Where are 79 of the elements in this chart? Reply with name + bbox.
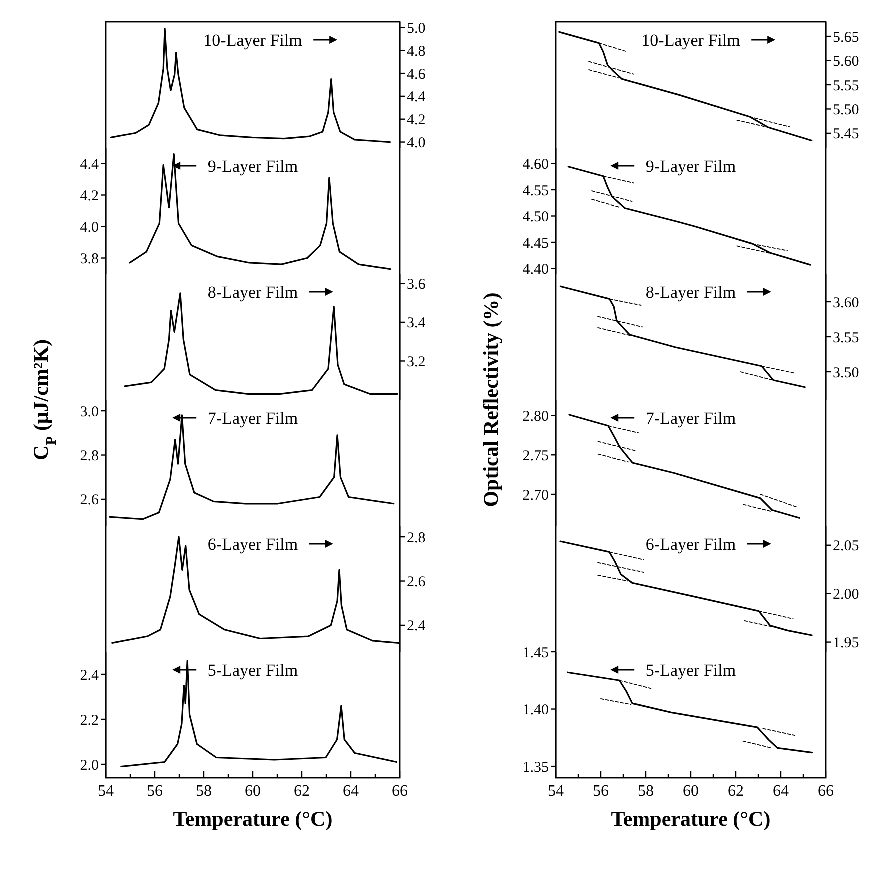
y2-tick-label: 2.05 bbox=[833, 538, 860, 555]
x-tick-label: 58 bbox=[196, 783, 212, 800]
y-tick-label: 4.45 bbox=[522, 236, 549, 252]
y-tick-label: 2.4 bbox=[80, 668, 100, 684]
y2-tick-label: 2.8 bbox=[407, 530, 426, 546]
y-tick-label: 2.6 bbox=[80, 492, 100, 509]
annotation: 10-Layer Film bbox=[642, 31, 740, 50]
y2-tick-label: 2.4 bbox=[407, 618, 426, 635]
x-tick-label: 60 bbox=[245, 783, 261, 800]
line-series bbox=[129, 154, 392, 270]
y-tick-label: 2.75 bbox=[522, 448, 549, 464]
y2-tick-label: 5.55 bbox=[833, 78, 860, 94]
line-series bbox=[110, 28, 391, 144]
y-tick-label: 1.40 bbox=[522, 702, 549, 719]
y2-tick-label: 4.8 bbox=[407, 44, 426, 60]
x-tick-label: 66 bbox=[392, 783, 408, 800]
y2-tick-label: 4.2 bbox=[407, 112, 426, 129]
line-series bbox=[560, 286, 806, 388]
x-tick-label: 66 bbox=[818, 783, 834, 800]
y-tick-label: 3.8 bbox=[80, 252, 99, 268]
line-series bbox=[568, 414, 800, 519]
y2-tick-label: 3.60 bbox=[833, 295, 860, 312]
y-tick-label: 2.80 bbox=[522, 409, 549, 425]
annotation: 7-Layer Film bbox=[646, 409, 736, 428]
x-tick-label: 60 bbox=[683, 783, 699, 800]
y2-tick-label: 1.95 bbox=[833, 636, 860, 652]
y2-tick-label: 5.60 bbox=[833, 54, 860, 70]
y-tick-label: 2.2 bbox=[80, 712, 99, 729]
y-tick-label: 3.0 bbox=[80, 404, 99, 420]
x-tick-label: 56 bbox=[593, 783, 609, 800]
x-axis-title: Temperature (°C) bbox=[173, 807, 333, 831]
y-tick-label: 4.60 bbox=[522, 157, 549, 173]
y2-tick-label: 3.6 bbox=[407, 276, 426, 293]
y2-tick-label: 3.4 bbox=[407, 316, 426, 332]
x-tick-label: 64 bbox=[343, 783, 359, 800]
x-tick-label: 56 bbox=[147, 783, 163, 800]
annotation: 8-Layer Film bbox=[208, 283, 298, 302]
x-axis-title: Temperature (°C) bbox=[611, 807, 771, 831]
x-tick-label: 54 bbox=[98, 783, 114, 800]
y2-tick-label: 2.6 bbox=[407, 574, 426, 591]
y-tick-label: 4.0 bbox=[80, 220, 99, 236]
x-tick-label: 62 bbox=[294, 783, 310, 800]
y-tick-label: 2.70 bbox=[522, 488, 549, 504]
annotation: 6-Layer Film bbox=[208, 535, 298, 554]
y2-tick-label: 4.0 bbox=[407, 136, 426, 152]
x-tick-label: 58 bbox=[638, 783, 654, 800]
y-tick-label: 1.35 bbox=[522, 760, 549, 776]
y-tick-label: 2.0 bbox=[80, 758, 99, 774]
y-tick-label: 4.55 bbox=[522, 183, 549, 200]
y2-tick-label: 3.2 bbox=[407, 354, 426, 370]
y2-tick-label: 5.65 bbox=[833, 30, 860, 46]
annotation: 8-Layer Film bbox=[646, 283, 736, 302]
y-tick-label: 4.40 bbox=[522, 262, 549, 278]
x-tick-label: 62 bbox=[728, 783, 744, 800]
y-tick-label: 4.4 bbox=[80, 157, 100, 173]
y-tick-label: 2.8 bbox=[80, 448, 99, 465]
y-tick-label: 1.45 bbox=[522, 645, 549, 662]
y2-tick-label: 4.6 bbox=[407, 66, 426, 83]
annotation: 9-Layer Film bbox=[646, 157, 736, 176]
line-series bbox=[558, 31, 813, 142]
y-tick-label: 4.2 bbox=[80, 188, 99, 204]
annotation: 5-Layer Film bbox=[208, 661, 298, 680]
y2-tick-label: 3.55 bbox=[833, 330, 860, 346]
annotation: 7-Layer Film bbox=[208, 409, 298, 428]
y2-tick-label: 5.50 bbox=[833, 102, 860, 118]
y2-tick-label: 5.45 bbox=[833, 126, 860, 143]
y2-tick-label: 4.4 bbox=[407, 90, 426, 106]
y2-tick-label: 2.00 bbox=[833, 587, 860, 604]
y2-tick-label: 5.0 bbox=[407, 20, 426, 37]
y-axis-title: Optical Reflectivity (%) bbox=[479, 292, 503, 508]
y2-tick-label: 3.50 bbox=[833, 365, 860, 382]
y-tick-label: 4.50 bbox=[522, 210, 549, 226]
x-tick-label: 54 bbox=[548, 783, 564, 800]
line-series bbox=[120, 660, 398, 768]
x-tick-label: 64 bbox=[773, 783, 789, 800]
annotation: 10-Layer Film bbox=[204, 31, 302, 50]
annotation: 6-Layer Film bbox=[646, 535, 736, 554]
annotation: 5-Layer Film bbox=[646, 661, 736, 680]
annotation: 9-Layer Film bbox=[208, 157, 298, 176]
